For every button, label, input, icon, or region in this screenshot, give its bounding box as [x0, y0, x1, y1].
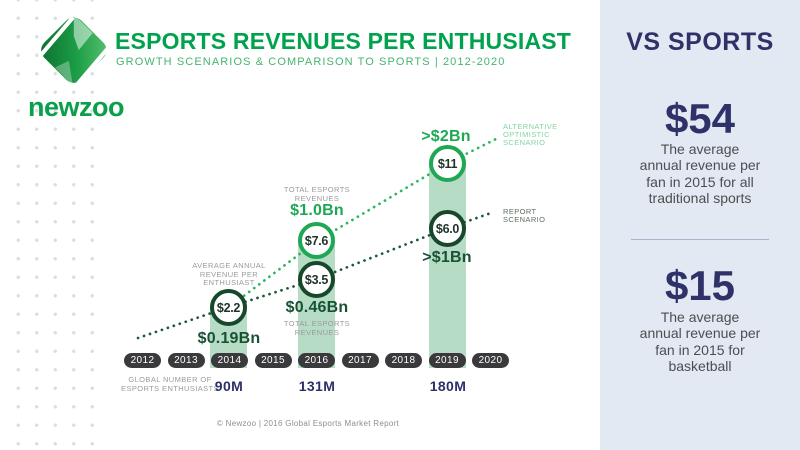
- marker-2019-report: $6.0: [429, 210, 466, 247]
- traditional-sports-value: $54: [664, 95, 736, 142]
- legend-report-scenario: REPORT SCENARIO: [503, 207, 546, 224]
- optimistic-scenario-line: [227, 137, 498, 309]
- revenue-note-2019-top: >$2Bn: [421, 128, 471, 145]
- bar-2019: [429, 165, 466, 368]
- marker-2014-value: $2.2: [210, 289, 247, 326]
- enthusiasts-2014: 90M: [214, 378, 244, 394]
- source-credit: © Newzoo | 2016 Global Esports Market Re…: [216, 419, 400, 428]
- revenue-note-2016-top: $1.0Bn: [290, 202, 344, 219]
- basketball-value: $15: [664, 262, 736, 309]
- marker-2016-report: $3.5: [298, 261, 335, 298]
- year-pill-2013: 2013: [167, 353, 205, 368]
- marker-2019-optimistic: $11: [429, 145, 466, 182]
- revenue-note-2014: $0.19Bn: [197, 330, 261, 347]
- page-title: ESPORTS REVENUES PER ENTHUSIAST: [115, 28, 572, 54]
- year-pill-2016: 2016: [298, 353, 335, 368]
- total-revenues-label-2016: TOTAL ESPORTS REVENUES: [283, 185, 351, 203]
- total-revenues-label-2014: TOTAL ESPORTS REVENUES: [283, 319, 351, 337]
- vs-sports-sidebar: VS SPORTS $54 The average annual revenue…: [600, 0, 800, 450]
- year-pill-2018: 2018: [385, 353, 422, 368]
- enthusiasts-2019: 180M: [429, 378, 467, 394]
- year-pill-2020: 2020: [472, 353, 509, 368]
- year-pill-2019: 2019: [428, 353, 466, 368]
- newzoo-logo: newzoo: [24, 6, 128, 123]
- marker-2016-optimistic: $7.6: [298, 222, 335, 259]
- enthusiasts-2016: 131M: [298, 378, 336, 394]
- newzoo-wordmark: newzoo: [28, 92, 125, 122]
- basketball-caption: The average annual revenue per fan in 20…: [639, 309, 761, 375]
- year-pill-2015: 2015: [254, 353, 292, 368]
- newzoo-logo-icon: [38, 14, 111, 87]
- avg-annual-revenue-label: AVERAGE ANNUAL REVENUE PER ENTHUSIAST: [192, 261, 266, 288]
- year-pill-2012: 2012: [124, 353, 161, 368]
- traditional-sports-caption: The average annual revenue per fan in 20…: [639, 141, 761, 207]
- sidebar-title: VS SPORTS: [626, 28, 774, 56]
- sidebar-divider: [631, 239, 769, 240]
- revenue-note-2016-bottom: $0.46Bn: [285, 299, 349, 316]
- legend-optimistic-scenario: ALTERNATIVE OPTIMISTIC SCENARIO: [503, 122, 558, 147]
- page-subtitle: GROWTH SCENARIOS & COMPARISON TO SPORTS …: [116, 56, 506, 68]
- year-pill-2014: 2014: [211, 353, 248, 368]
- year-axis: 2012 2013 2014 2015 2016 2017 2018 2019 …: [124, 353, 509, 368]
- year-pill-2017: 2017: [341, 353, 379, 368]
- revenue-note-2019-bottom: >$1Bn: [422, 249, 472, 266]
- global-enthusiasts-caption: GLOBAL NUMBER OF ESPORTS ENTHUSIASTS: [121, 375, 219, 393]
